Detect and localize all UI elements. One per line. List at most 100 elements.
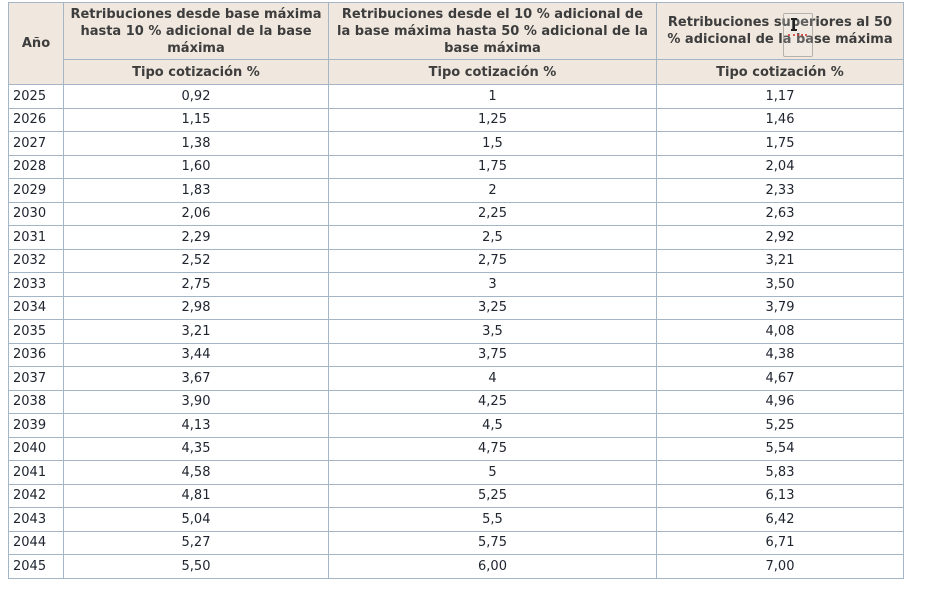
year-cell: 2043 <box>8 507 64 532</box>
rate-value-cell: 4,38 <box>656 342 904 367</box>
year-cell: 2028 <box>8 154 64 179</box>
rate-value-cell: 3,21 <box>656 248 904 273</box>
rate-value-cell: 2,25 <box>328 201 657 226</box>
year-cell: 2029 <box>8 178 64 203</box>
year-cell: 2034 <box>8 295 64 320</box>
rate-value-cell: 5,54 <box>656 436 904 461</box>
contribution-rates-table-container: Año Retribuciones desde base máxima hast… <box>8 2 904 579</box>
rate-value-cell: 6,13 <box>656 483 904 508</box>
rate-value-cell: 4,5 <box>328 413 657 438</box>
table-row: 2028 1,60 1,75 2,04 <box>8 154 904 179</box>
column-header-band-2: Retribuciones desde el 10 % adicional de… <box>328 2 657 60</box>
rate-value-cell: 4,96 <box>656 389 904 414</box>
rate-value-cell: 2,75 <box>63 272 329 297</box>
rate-value-cell: 2 <box>328 178 657 203</box>
rate-value-cell: 4,81 <box>63 483 329 508</box>
year-cell: 2032 <box>8 248 64 273</box>
rate-value-cell: 3,90 <box>63 389 329 414</box>
rate-value-cell: 1,38 <box>63 131 329 156</box>
table-body: 2025 0,92 1 1,17 2026 1,15 1,25 1,46 2027 1,38 1,5… <box>8 84 904 579</box>
rate-value-cell: 2,29 <box>63 225 329 250</box>
rate-value-cell: 2,52 <box>63 248 329 273</box>
rate-value-cell: 4,13 <box>63 413 329 438</box>
year-cell: 2031 <box>8 225 64 250</box>
rate-value-cell: 6,71 <box>656 530 904 555</box>
table-row: 2039 4,13 4,5 5,25 <box>8 413 904 438</box>
rate-value-cell: 1,25 <box>328 107 657 132</box>
column-header-band-1: Retribuciones desde base máxima hasta 10… <box>63 2 329 60</box>
rate-value-cell: 5 <box>328 460 657 485</box>
rate-value-cell: 1,5 <box>328 131 657 156</box>
table-row: 2029 1,83 2 2,33 <box>8 178 904 203</box>
rate-value-cell: 4,75 <box>328 436 657 461</box>
year-cell: 2035 <box>8 319 64 344</box>
rate-value-cell: 1,83 <box>63 178 329 203</box>
rate-value-cell: 2,92 <box>656 225 904 250</box>
rate-value-cell: 3,67 <box>63 366 329 391</box>
year-cell: 2027 <box>8 131 64 156</box>
subheader-rate-band-3: Tipo cotización % <box>656 59 904 85</box>
column-header-band-3: Retribuciones superiores al 50 % adicion… <box>656 2 904 60</box>
rate-value-cell: 2,33 <box>656 178 904 203</box>
table-row: 2033 2,75 3 3,50 <box>8 272 904 297</box>
year-cell: 2026 <box>8 107 64 132</box>
rate-value-cell: 3,79 <box>656 295 904 320</box>
subheader-rate-band-1: Tipo cotización % <box>63 59 329 85</box>
rate-value-cell: 3 <box>328 272 657 297</box>
rate-value-cell: 3,75 <box>328 342 657 367</box>
rate-value-cell: 4,35 <box>63 436 329 461</box>
rate-value-cell: 7,00 <box>656 554 904 579</box>
rate-value-cell: 1,60 <box>63 154 329 179</box>
rate-value-cell: 5,75 <box>328 530 657 555</box>
year-cell: 2040 <box>8 436 64 461</box>
table-row: 2027 1,38 1,5 1,75 <box>8 131 904 156</box>
year-cell: 2030 <box>8 201 64 226</box>
rate-value-cell: 2,5 <box>328 225 657 250</box>
table-row: 2035 3,21 3,5 4,08 <box>8 319 904 344</box>
table-row: 2037 3,67 4 4,67 <box>8 366 904 391</box>
contribution-rates-table: Año Retribuciones desde base máxima hast… <box>8 2 904 579</box>
table-row: 2026 1,15 1,25 1,46 <box>8 107 904 132</box>
table-row: 2042 4,81 5,25 6,13 <box>8 483 904 508</box>
table-row: 2030 2,06 2,25 2,63 <box>8 201 904 226</box>
rate-value-cell: 1,75 <box>328 154 657 179</box>
rate-value-cell: 4,08 <box>656 319 904 344</box>
year-cell: 2045 <box>8 554 64 579</box>
rate-value-cell: 2,04 <box>656 154 904 179</box>
rate-value-cell: 5,04 <box>63 507 329 532</box>
year-cell: 2039 <box>8 413 64 438</box>
rate-value-cell: 4,58 <box>63 460 329 485</box>
rate-value-cell: 0,92 <box>63 84 329 109</box>
table-row: 2031 2,29 2,5 2,92 <box>8 225 904 250</box>
rate-value-cell: 3,25 <box>328 295 657 320</box>
table-row: 2034 2,98 3,25 3,79 <box>8 295 904 320</box>
rate-value-cell: 1,46 <box>656 107 904 132</box>
rate-value-cell: 5,27 <box>63 530 329 555</box>
rate-value-cell: 6,42 <box>656 507 904 532</box>
rate-value-cell: 4 <box>328 366 657 391</box>
table-row: 2044 5,27 5,75 6,71 <box>8 530 904 555</box>
table-header: Año Retribuciones desde base máxima hast… <box>8 2 904 85</box>
table-row: 2025 0,92 1 1,17 <box>8 84 904 109</box>
table-row: 2040 4,35 4,75 5,54 <box>8 436 904 461</box>
table-row: 2036 3,44 3,75 4,38 <box>8 342 904 367</box>
year-cell: 2042 <box>8 483 64 508</box>
table-row: 2043 5,04 5,5 6,42 <box>8 507 904 532</box>
rate-value-cell: 3,44 <box>63 342 329 367</box>
rate-value-cell: 4,25 <box>328 389 657 414</box>
year-cell: 2044 <box>8 530 64 555</box>
rate-value-cell: 1,75 <box>656 131 904 156</box>
subheader-rate-band-2: Tipo cotización % <box>328 59 657 85</box>
rate-value-cell: 1 <box>328 84 657 109</box>
year-cell: 2037 <box>8 366 64 391</box>
rate-value-cell: 5,25 <box>328 483 657 508</box>
rate-value-cell: 2,75 <box>328 248 657 273</box>
table-row: 2041 4,58 5 5,83 <box>8 460 904 485</box>
rate-value-cell: 2,98 <box>63 295 329 320</box>
year-cell: 2041 <box>8 460 64 485</box>
year-cell: 2038 <box>8 389 64 414</box>
rate-value-cell: 3,50 <box>656 272 904 297</box>
table-row: 2038 3,90 4,25 4,96 <box>8 389 904 414</box>
year-cell: 2033 <box>8 272 64 297</box>
rate-value-cell: 3,21 <box>63 319 329 344</box>
